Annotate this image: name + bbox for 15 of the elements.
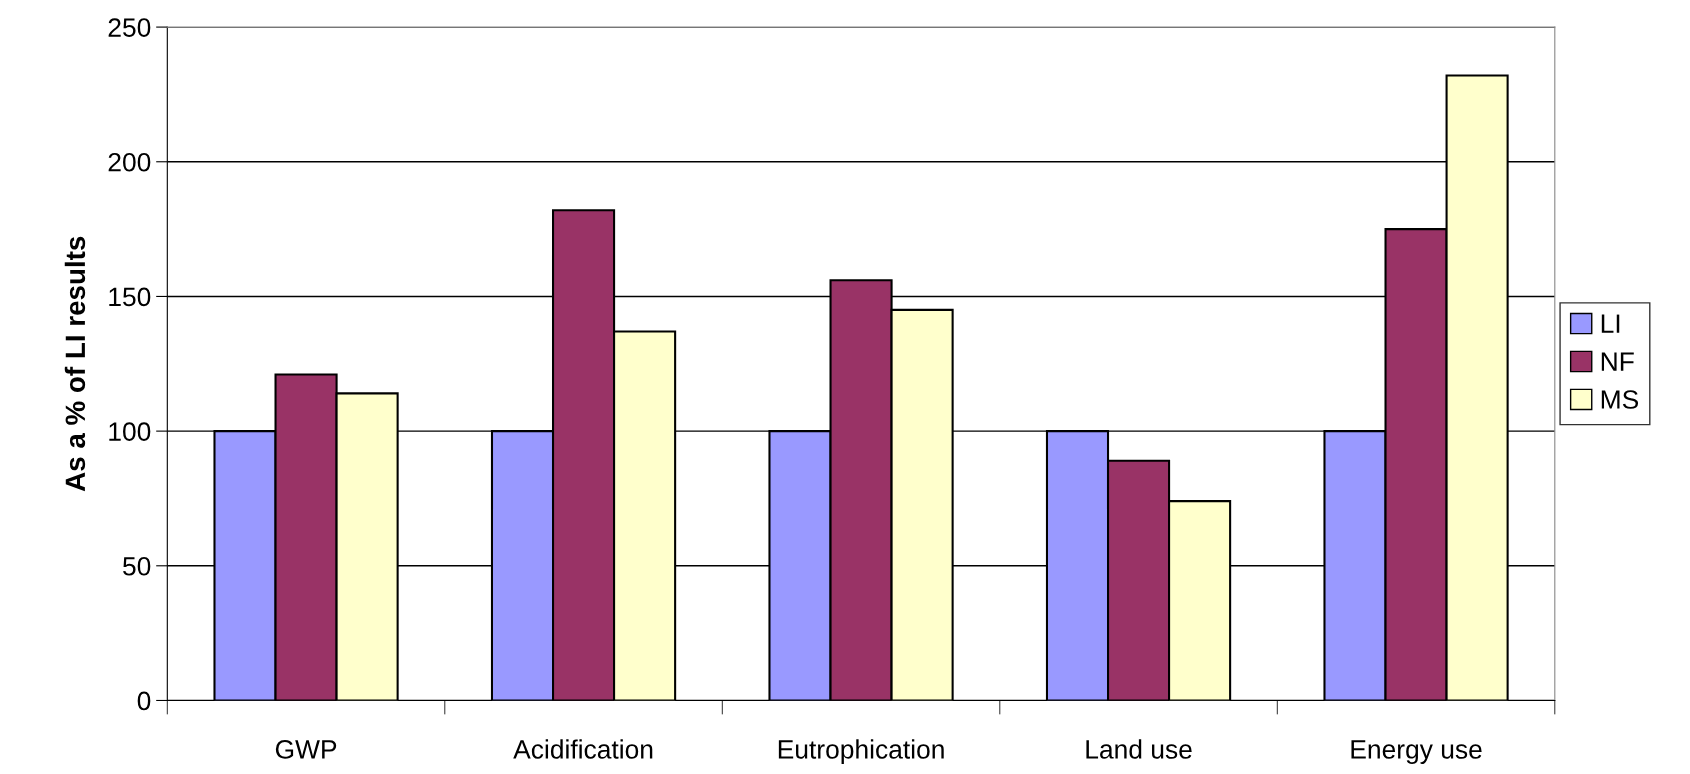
y-tick-label: 150 xyxy=(109,287,151,307)
legend-label: MS xyxy=(1601,390,1639,409)
y-tick-label: 50 xyxy=(123,556,151,576)
y-tick-label: 100 xyxy=(109,422,151,441)
legend-label: NF xyxy=(1601,352,1634,371)
y-axis-title: As a % of LI results xyxy=(64,236,86,492)
x-tick-label: GWP xyxy=(275,740,337,759)
legend-label: LI xyxy=(1601,314,1620,333)
x-tick-label: Land use xyxy=(1086,739,1192,759)
x-tick-label: Eutrophication xyxy=(778,739,944,764)
y-tick-label: 0 xyxy=(137,691,151,711)
x-tick-label: Acidification xyxy=(513,739,653,759)
y-tick-label: 200 xyxy=(108,152,151,172)
y-tick-label: 250 xyxy=(108,18,151,37)
x-tick-label: Energy use xyxy=(1351,740,1482,764)
